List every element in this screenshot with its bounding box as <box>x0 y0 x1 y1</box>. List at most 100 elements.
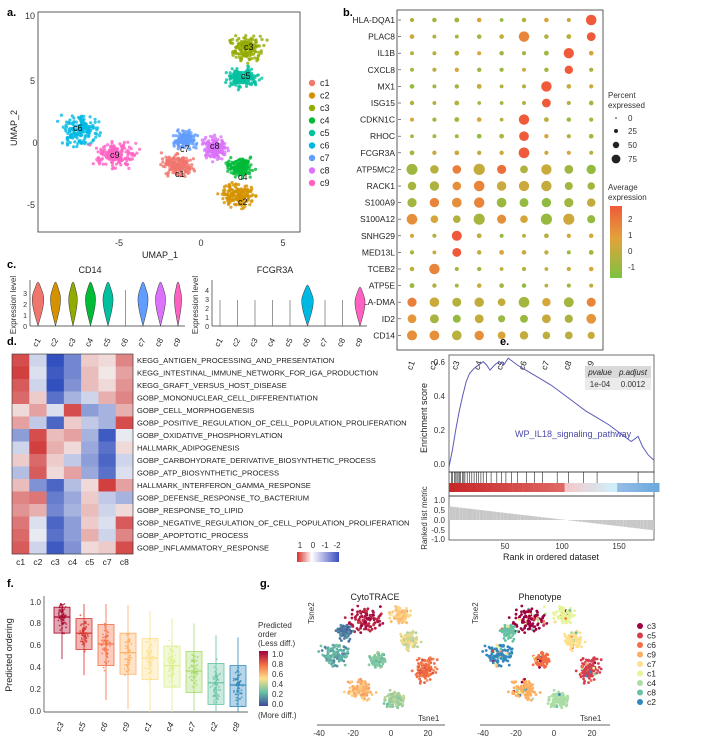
dot-HLA-DMA-c4 <box>474 297 484 307</box>
dot-MED13L-c5 <box>499 250 504 255</box>
heat-cell-2-c8 <box>115 379 134 392</box>
heat-cell-5-c5 <box>81 416 99 430</box>
dot-RACK1-c2 <box>429 181 440 191</box>
violin-left-xtick-c9: c9 <box>171 336 183 348</box>
dot-CDKN1C-c2 <box>432 117 437 122</box>
gsea-stats-table: pvalue p.adjust 1e-04 0.0012 <box>585 366 651 390</box>
violin-right-ytick-3: 3 <box>205 297 209 304</box>
gsea-metric-bar-29 <box>548 518 552 520</box>
heat-cell-9-c8 <box>115 466 134 480</box>
dot-CD14-c4 <box>474 330 484 341</box>
dot-PLAC8-c1 <box>409 34 415 39</box>
heat-cell-5-c8 <box>115 416 134 430</box>
tsne-left-xtick-2: -20 <box>347 729 359 738</box>
tsne-left-ylabel: Tsne2 <box>307 602 316 624</box>
umap-legend-swatch-c5 <box>308 129 316 137</box>
heat-cell-13-c1 <box>12 516 30 530</box>
dot-ISG15-c3 <box>454 100 460 106</box>
gsea-bar-seg-4 <box>470 483 476 492</box>
heat-cell-1-c7 <box>98 366 117 380</box>
dot-IL1B-c6 <box>521 51 527 56</box>
heat-cell-8-c8 <box>115 454 134 467</box>
umap-legend-label-c8: c8 <box>320 166 330 176</box>
dot-HLA-DMA-c6 <box>518 296 530 308</box>
pheno-legend-swatch-c3 <box>637 623 643 629</box>
violin-left-xtick-c7: c7 <box>136 336 148 348</box>
gsea-metric-bar-55 <box>636 520 641 529</box>
gsea-metric-tick-neg05: -0.5 <box>431 526 445 535</box>
heat-cell-13-c8 <box>115 516 134 530</box>
pct-legend-dot-25 <box>614 129 618 133</box>
heat-cell-14-c8 <box>115 529 134 542</box>
gsea-bar-seg-39 <box>654 483 660 492</box>
gsea-metric-frame <box>448 495 655 541</box>
heat-cell-13-c4 <box>63 516 82 530</box>
heat-cell-11-c8 <box>115 491 134 505</box>
dot-ISG15-c4 <box>477 101 482 105</box>
gsea-metric-bar-43 <box>595 520 600 524</box>
dotplot-dots <box>406 14 597 341</box>
heat-cell-4-c8 <box>115 404 134 417</box>
violin-left-xtick-c5: c5 <box>101 336 113 348</box>
dot-PLAC8-c6 <box>518 31 530 42</box>
violin-cd14-c7 <box>137 281 149 327</box>
dot-ATP5MC2-c4 <box>473 163 485 176</box>
gsea-bar-seg-24 <box>575 483 581 492</box>
heat-cell-0-c4 <box>63 354 82 367</box>
gsea-metric-bar-50 <box>619 520 624 527</box>
pheno-legend-label-c6: c6 <box>647 640 656 650</box>
box-label-c6: c6 <box>97 720 110 733</box>
heat-col-c5: c5 <box>85 557 94 567</box>
heat-row-13: GOBP_NEGATIVE_REGULATION_OF_CELL_POPULAT… <box>137 519 409 528</box>
heat-cell-13-c5 <box>81 516 99 530</box>
cyto-legend-colorbar <box>259 651 268 706</box>
heat-cell-11-c2 <box>29 491 47 505</box>
box-ylabel: Predicted ordering <box>4 618 14 692</box>
umap-cluster-c7 <box>171 128 200 151</box>
umap-ytick-1: 10 <box>25 11 35 21</box>
heat-cell-14-c5 <box>81 529 99 542</box>
heat-cell-10-c3 <box>46 479 65 492</box>
heat-cell-8-c4 <box>63 454 82 467</box>
gsea-metric-bar-37 <box>575 520 579 522</box>
dot-HLA-DMA-c5 <box>497 298 506 307</box>
umap-cluster-c1 <box>159 151 197 178</box>
pct-legend-title-1: Percent <box>608 91 636 100</box>
gsea-header-padjust: p.adjust <box>618 368 648 377</box>
tsne-left-xtick-1: -40 <box>313 729 325 738</box>
dot-RHOC-c7 <box>544 134 549 139</box>
box-c4 <box>163 645 181 688</box>
dot-ISG15-c6 <box>522 101 526 105</box>
gsea-metric-tick-neg1: -1.0 <box>431 535 445 544</box>
dot-RACK1-c9 <box>587 182 595 190</box>
dotplot-cluster-c2: c2 <box>427 359 440 371</box>
panel-label-g: g. <box>260 578 270 590</box>
avg-legend-title-2: expression <box>608 193 647 202</box>
dot-MED13L-c3 <box>452 247 462 257</box>
gsea-metric-bar-4 <box>462 508 467 520</box>
umap-cluster-c3 <box>228 34 269 65</box>
violin-right-ylabel: Expression level <box>191 276 200 334</box>
violin-cd14-c9 <box>174 281 182 327</box>
dot-HLA-DQA1-c9 <box>585 14 597 26</box>
heat-cell-2-c5 <box>81 379 99 392</box>
gsea-bar-seg-3 <box>464 483 471 492</box>
gsea-bar-seg-13 <box>517 483 523 492</box>
heat-cell-3-c2 <box>29 391 47 405</box>
gsea-bar-seg-2 <box>459 483 465 492</box>
heat-cell-0-c5 <box>81 354 99 367</box>
dot-SNHG29-c9 <box>588 233 594 239</box>
dot-HLA-DMA-c8 <box>563 297 574 308</box>
heat-cell-15-c2 <box>29 541 47 555</box>
cytotrace-boxplot-panel: c3 c5 c6 c9 c1 c4 c7 c2 c8 1.0 0.8 0.6 0.4 0.2 0… <box>4 596 248 733</box>
gsea-bar-seg-18 <box>543 483 550 492</box>
dot-CDKN1C-c6 <box>518 114 530 125</box>
heat-cell-1-c1 <box>12 366 30 380</box>
dot-CD14-c9 <box>587 331 595 339</box>
umap-label-c5: c5 <box>241 71 251 81</box>
violin-cd14-c2 <box>50 281 61 327</box>
pheno-legend-swatch-c2 <box>637 699 643 705</box>
dot-CDKN1C-c3 <box>454 117 460 123</box>
umap-label-c3: c3 <box>244 42 254 52</box>
cyto-legend-title-1: Predicted <box>258 621 292 630</box>
